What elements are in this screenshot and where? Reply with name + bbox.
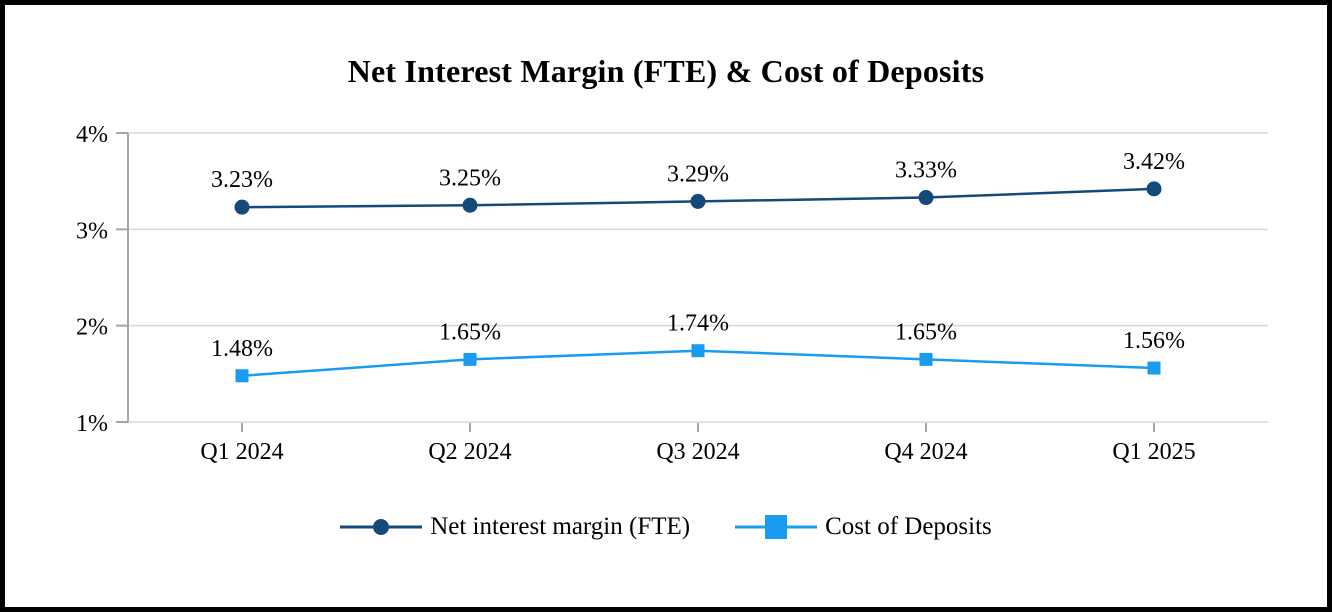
line-chart-plot-area: 4% 3% 2% 1% Q1 2024 Q2 2024 Q3 2024 Q4 2024 Q1 2… bbox=[76, 122, 1268, 465]
data-point-marker-cost-of-deposits bbox=[919, 352, 933, 366]
data-point-marker-net-interest-margin-fte bbox=[690, 193, 706, 209]
legend-line-square-icon bbox=[735, 515, 818, 539]
data-point-marker-cost-of-deposits bbox=[691, 344, 705, 358]
data-point-label-cost-of-deposits: 1.65% bbox=[895, 319, 957, 345]
data-point-label-cost-of-deposits: 1.65% bbox=[439, 319, 501, 345]
data-point-label-cost-of-deposits: 1.74% bbox=[667, 311, 729, 337]
x-tick-label: Q2 2024 bbox=[428, 439, 511, 465]
data-point-marker-net-interest-margin-fte bbox=[462, 197, 478, 213]
y-tick-label: 3% bbox=[76, 218, 108, 244]
data-point-label-net-interest-margin-fte: 3.33% bbox=[895, 158, 957, 184]
data-point-marker-net-interest-margin-fte bbox=[1146, 181, 1162, 197]
legend-line-circle-icon bbox=[340, 519, 423, 535]
data-point-marker-cost-of-deposits bbox=[1147, 361, 1161, 375]
x-tick-label: Q3 2024 bbox=[656, 439, 739, 465]
data-point-marker-cost-of-deposits bbox=[463, 352, 477, 366]
legend-label-cost-of-deposits: Cost of Deposits bbox=[825, 513, 992, 540]
data-point-marker-cost-of-deposits bbox=[235, 369, 249, 383]
y-tick-label: 1% bbox=[76, 411, 108, 437]
chart-title: Net Interest Margin (FTE) & Cost of Depo… bbox=[347, 53, 985, 89]
y-tick-label: 4% bbox=[76, 122, 108, 148]
legend-item-net-interest-margin: Net interest margin (FTE) bbox=[340, 512, 690, 542]
data-point-marker-net-interest-margin-fte bbox=[918, 190, 934, 206]
data-point-label-net-interest-margin-fte: 3.42% bbox=[1123, 149, 1185, 175]
data-point-label-net-interest-margin-fte: 3.23% bbox=[211, 167, 273, 193]
y-tick-label: 2% bbox=[76, 315, 108, 341]
data-point-label-net-interest-margin-fte: 3.29% bbox=[667, 161, 729, 187]
data-point-label-cost-of-deposits: 1.56% bbox=[1123, 328, 1185, 354]
data-point-label-cost-of-deposits: 1.48% bbox=[211, 336, 273, 362]
legend: Net interest margin (FTE) Cost of Deposi… bbox=[5, 503, 1327, 551]
x-tick-label: Q4 2024 bbox=[884, 439, 967, 465]
x-tick-label: Q1 2025 bbox=[1112, 439, 1195, 465]
legend-item-cost-of-deposits: Cost of Deposits bbox=[735, 512, 992, 542]
data-point-label-net-interest-margin-fte: 3.25% bbox=[439, 165, 501, 191]
data-point-marker-net-interest-margin-fte bbox=[234, 199, 250, 215]
x-tick-label: Q1 2024 bbox=[200, 439, 283, 465]
legend-label-net-interest-margin: Net interest margin (FTE) bbox=[430, 513, 691, 540]
